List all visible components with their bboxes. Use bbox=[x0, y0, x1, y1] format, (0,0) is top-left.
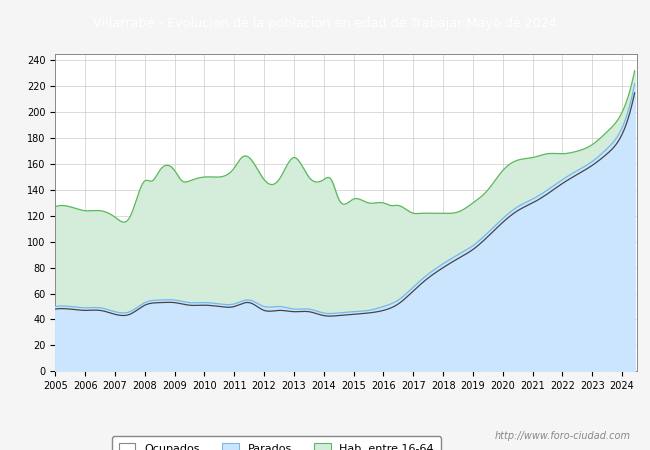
Text: http://www.foro-ciudad.com: http://www.foro-ciudad.com bbox=[495, 431, 630, 441]
Text: Villarrabé - Evolucion de la poblacion en edad de Trabajar Mayo de 2024: Villarrabé - Evolucion de la poblacion e… bbox=[93, 17, 557, 30]
Legend: Ocupados, Parados, Hab. entre 16-64: Ocupados, Parados, Hab. entre 16-64 bbox=[112, 436, 441, 450]
